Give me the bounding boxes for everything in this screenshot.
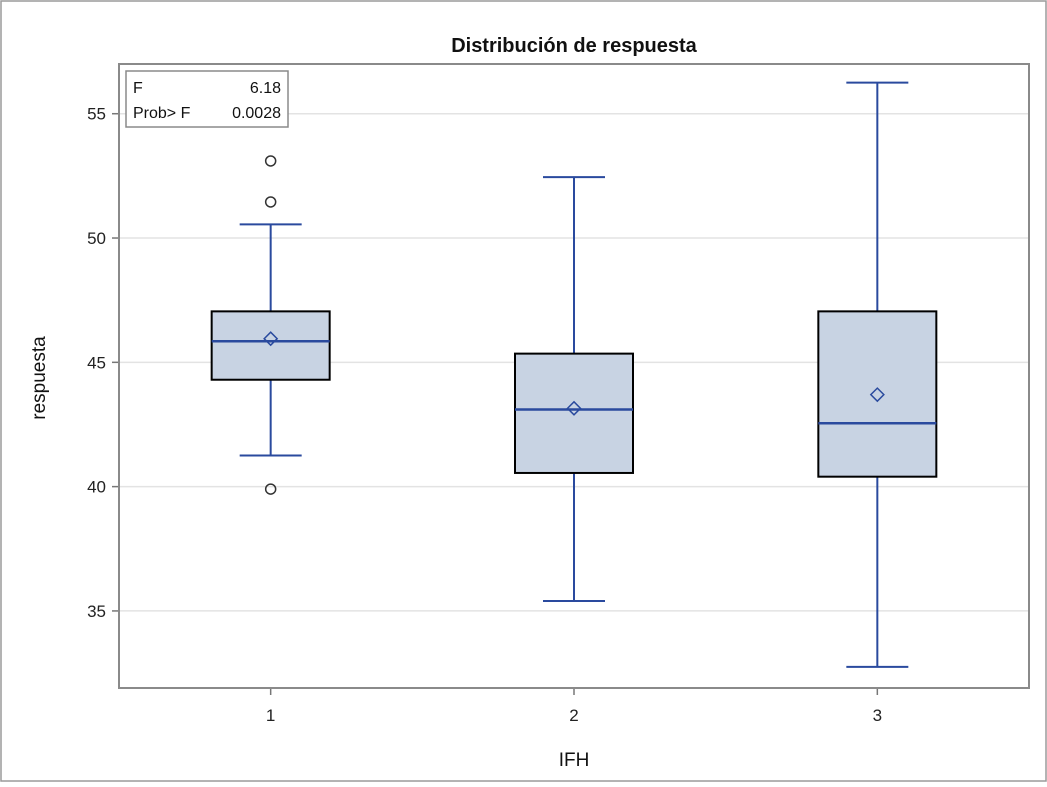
- iqr-box: [514, 352, 634, 474]
- y-tick-label: 55: [87, 105, 106, 124]
- y-tick-label: 35: [87, 602, 106, 621]
- plot-frame: [118, 63, 1030, 689]
- box-group-1: [210, 155, 331, 495]
- y-tick-label: 40: [87, 478, 106, 497]
- box-group-2: [514, 176, 634, 602]
- stats-inset-border: [125, 70, 289, 128]
- outlier-point: [264, 196, 277, 208]
- y-axis-label: respuesta: [29, 336, 50, 420]
- stats-value-f: 6.18: [250, 80, 281, 97]
- outlier-point: [264, 483, 277, 495]
- stats-value-prob: 0.0028: [232, 105, 281, 122]
- stats-inset: F 6.18 Prob> F 0.0028: [125, 70, 289, 128]
- mean-marker: [263, 331, 279, 347]
- chart-title: Distribución de respuesta: [451, 35, 697, 57]
- y-axis: 35 40 45 50 55: [87, 105, 119, 621]
- mean-marker: [869, 387, 885, 403]
- x-tick-label: 3: [873, 706, 882, 725]
- mean-marker: [566, 400, 582, 416]
- stats-label-f: F: [133, 80, 143, 97]
- y-tick-label: 45: [87, 353, 106, 372]
- box-group-3: [817, 81, 938, 668]
- iqr-box: [817, 310, 938, 478]
- x-axis-label: IFH: [559, 750, 590, 771]
- y-tick-label: 50: [87, 229, 106, 248]
- x-tick-label: 2: [569, 706, 578, 725]
- stats-label-prob: Prob> F: [133, 105, 191, 122]
- x-axis: 1 2 3: [266, 688, 882, 725]
- box-series: [210, 81, 938, 668]
- outlier-point: [264, 155, 277, 167]
- x-tick-label: 1: [266, 706, 275, 725]
